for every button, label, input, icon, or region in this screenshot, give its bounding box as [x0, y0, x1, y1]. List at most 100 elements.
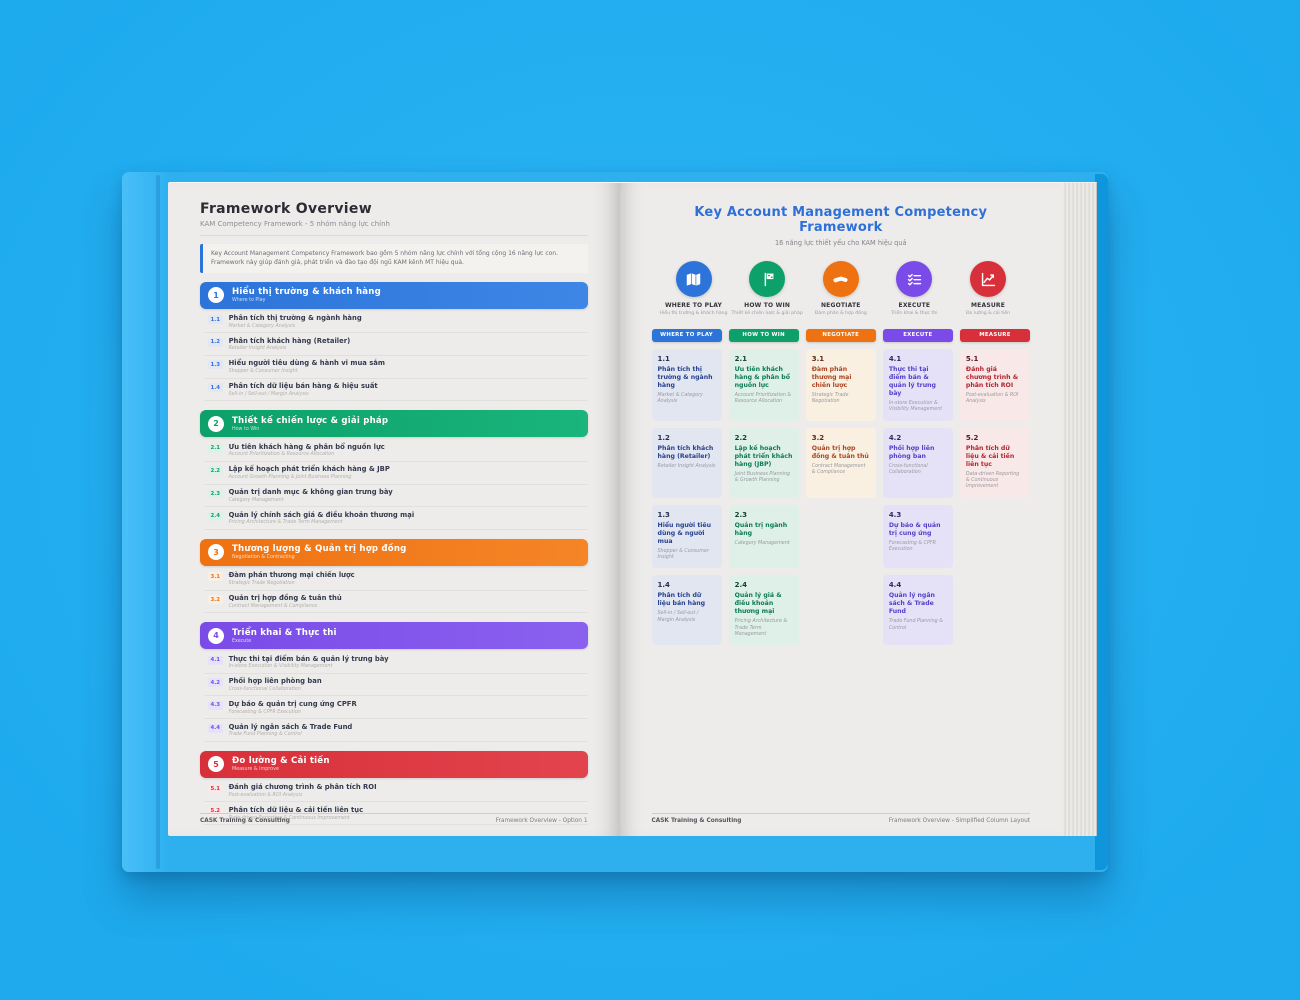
- competency-card: 2.2 Lập kế hoạch phát triển khách hàng (…: [728, 427, 799, 498]
- item-id-badge: 4.1: [208, 655, 223, 665]
- group-title: Hiểu thị trường & khách hàng: [232, 287, 381, 298]
- strategy-flag-icon: [749, 261, 786, 297]
- item-title: Quản lý chính sách giá & điều khoản thươ…: [228, 510, 415, 519]
- card-id: 2.1: [734, 354, 748, 363]
- item-subtitle: Account Growth Planning & Joint Business…: [228, 475, 352, 481]
- list-item: 2.4 Quản lý chính sách giá & điều khoản …: [204, 507, 588, 530]
- group-header-bar: 5 Đo lường & Cải tiến Measure & Improve: [200, 750, 588, 778]
- card-id: 3.1: [811, 354, 825, 363]
- page-stack-edge: [1062, 182, 1097, 836]
- card-subtitle: Joint Business Planning & Growth Plannin…: [734, 471, 791, 484]
- item-subtitle: Retailer Insight Analysis: [228, 346, 287, 352]
- pillar-icon-row: WHERE TO PLAY Hiểu thị trường & khách hà…: [658, 261, 1025, 317]
- list-item: 5.1 Đánh giá chương trình & phân tích RO…: [204, 780, 588, 803]
- item-id-badge: 1.2: [208, 337, 223, 347]
- item-subtitle: Pricing Architecture & Trade Term Manage…: [228, 520, 343, 526]
- list-item: 1.4 Phân tích dữ liệu bán hàng & hiệu su…: [204, 379, 588, 402]
- item-title: Dự báo & quản trị cung ứng CPFR: [228, 699, 357, 708]
- competency-card: 2.1 Ưu tiên khách hàng & phân bổ nguồn l…: [728, 348, 799, 421]
- item-id-badge: 4.3: [208, 700, 223, 710]
- card-id: 4.3: [888, 510, 902, 519]
- card-title: Phân tích dữ liệu & cải tiến liên tục: [965, 444, 1015, 468]
- pillar-where-to-play: WHERE TO PLAY Hiểu thị trường & khách hà…: [658, 261, 730, 317]
- competency-group-1: 1 Hiểu thị trường & khách hàng Where to …: [200, 281, 588, 402]
- card-subtitle: In-store Execution & Visibility Manageme…: [888, 401, 943, 413]
- pillar-label: WHERE TO PLAY: [664, 302, 723, 309]
- item-subtitle: Forecasting & CPFR Execution: [228, 709, 301, 715]
- cover-spine-seam: [156, 175, 160, 869]
- group-subtitle: Execute: [232, 638, 252, 644]
- card-id: 5.2: [965, 433, 979, 442]
- item-subtitle: Strategic Trade Negotiation: [228, 581, 295, 586]
- item-title: Phân tích khách hàng (Retailer): [228, 336, 351, 345]
- divider: [200, 235, 588, 236]
- item-title: Phân tích thị trường & ngành hàng: [228, 314, 362, 323]
- column-header-execute: EXECUTE: [882, 328, 953, 342]
- card-id: 3.2: [811, 433, 825, 442]
- item-title: Hiểu người tiêu dùng & hành vi mua sắm: [228, 359, 385, 368]
- group-number-badge: 5: [208, 756, 224, 773]
- competency-card: 1.4 Phân tích dữ liệu bán hàng Sell-in /…: [651, 575, 722, 646]
- open-book: Framework Overview KAM Competency Framew…: [122, 172, 1108, 872]
- card-title: Thực thi tại điểm bán & quản lý trưng bà…: [888, 365, 936, 398]
- competency-card: 5.2 Phân tích dữ liệu & cải tiến liên tụ…: [959, 427, 1031, 498]
- competency-card: 2.4 Quản lý giá & điều khoản thương mại …: [728, 575, 799, 646]
- group-title: Triển khai & Thực thi: [232, 627, 337, 638]
- card-subtitle: Shopper & Consumer Insight: [657, 548, 709, 560]
- card-subtitle: Contract Management & Compliance: [811, 463, 866, 476]
- list-item: 2.1 Ưu tiên khách hàng & phân bổ nguồn l…: [204, 439, 588, 462]
- group-header-bar: 1 Hiểu thị trường & khách hàng Where to …: [200, 281, 588, 309]
- card-subtitle: Account Prioritization & Resource Alloca…: [734, 393, 792, 405]
- card-id: 1.3: [657, 510, 670, 519]
- card-id: 2.3: [734, 510, 748, 519]
- group-title: Đo lường & Cải tiến: [232, 756, 330, 767]
- item-title: Quản trị danh mục & không gian trưng bày: [228, 488, 393, 497]
- pillar-sublabel: Triển khai & thực thi: [891, 311, 938, 316]
- page-spread: Framework Overview KAM Competency Framew…: [168, 182, 1097, 836]
- card-id: 4.4: [888, 581, 902, 590]
- list-item: 4.3 Dự báo & quản trị cung ứng CPFR Fore…: [204, 696, 588, 720]
- card-subtitle: Market & Category Analysis: [657, 393, 703, 405]
- competency-card: 4.2 Phối hợp liên phòng ban Cross-functi…: [882, 427, 953, 498]
- pillar-measure: MEASURE Đo lường & cải tiến: [952, 261, 1024, 317]
- group-header-bar: 2 Thiết kế chiến lược & giải pháp How to…: [200, 410, 588, 438]
- competency-card: 1.1 Phân tích thị trường & ngành hàng Ma…: [651, 348, 722, 421]
- item-id-badge: 3.2: [208, 595, 223, 604]
- pillar-label: NEGOTIATE: [820, 302, 861, 309]
- list-item: 4.2 Phối hợp liên phòng ban Cross-functi…: [204, 674, 588, 697]
- group-subtitle: Measure & Improve: [232, 767, 279, 773]
- item-id-badge: 1.4: [208, 383, 223, 393]
- group-title: Thiết kế chiến lược & giải pháp: [232, 415, 389, 426]
- item-id-badge: 4.2: [208, 678, 223, 688]
- item-subtitle: Cross-functional Collaboration: [228, 686, 301, 692]
- list-item: 1.1 Phân tích thị trường & ngành hàng Ma…: [204, 311, 588, 334]
- list-item: 3.2 Quản trị hợp đồng & tuân thủ Contrac…: [204, 591, 588, 614]
- column-header-how-to-win: HOW TO WIN: [728, 328, 799, 342]
- group-number-badge: 3: [208, 544, 224, 561]
- chart-icon: [970, 261, 1007, 297]
- card-title: Đánh giá chương trình & phân tích ROI: [965, 365, 1019, 390]
- item-title: Ưu tiên khách hàng & phân bổ nguồn lực: [228, 442, 385, 451]
- footer-brand: CASK Training & Consulting: [200, 818, 290, 824]
- item-subtitle: In-store Execution & Visibility Manageme…: [228, 664, 333, 670]
- column-header-measure: MEASURE: [959, 328, 1031, 342]
- item-title: Quản trị hợp đồng & tuân thủ: [228, 594, 342, 602]
- competency-group-3: 3 Thương lượng & Quản trị hợp đồng Negot…: [200, 538, 588, 614]
- list-item: 3.1 Đàm phán thương mại chiến lược Strat…: [204, 568, 588, 591]
- card-subtitle: Post-evaluation & ROI Analysis: [965, 393, 1019, 405]
- list-item: 1.3 Hiểu người tiêu dùng & hành vi mua s…: [204, 356, 588, 379]
- page-subtitle: KAM Competency Framework - 5 nhóm năng l…: [200, 220, 390, 228]
- pillar-how-to-win: HOW TO WIN Thiết kế chiến lược & giải ph…: [731, 261, 803, 317]
- item-subtitle: Account Prioritization & Resource Alloca…: [228, 452, 335, 458]
- card-subtitle: Sell-in / Sell-out / Margin Analysis: [657, 611, 699, 623]
- card-title: Phối hợp liên phòng ban: [888, 444, 935, 460]
- card-subtitle: Data-driven Reporting & Continuous Impro…: [965, 471, 1020, 490]
- item-title: Đánh giá chương trình & phân tích ROI: [228, 783, 377, 792]
- cover-right-edge: [1095, 174, 1108, 870]
- item-subtitle: Contract Management & Compliance: [228, 603, 318, 609]
- footer-page-label: Framework Overview - Option 1: [495, 818, 588, 824]
- item-subtitle: Category Management: [228, 497, 284, 503]
- group-header-bar: 3 Thương lượng & Quản trị hợp đồng Negot…: [200, 538, 588, 566]
- item-id-badge: 3.1: [208, 572, 223, 582]
